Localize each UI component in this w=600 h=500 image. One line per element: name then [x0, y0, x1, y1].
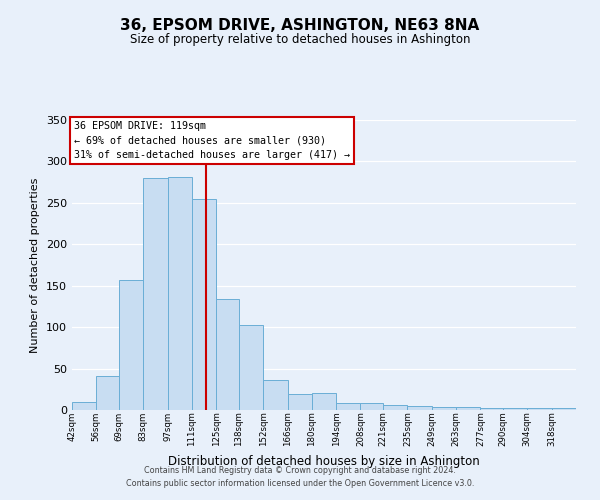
Text: Size of property relative to detached houses in Ashington: Size of property relative to detached ho…: [130, 32, 470, 46]
Bar: [456, 406, 481, 410]
Bar: [527, 408, 551, 410]
Bar: [336, 404, 361, 410]
Bar: [97, 376, 119, 410]
Bar: [216, 299, 239, 410]
Text: 36 EPSOM DRIVE: 119sqm
← 69% of detached houses are smaller (930)
31% of semi-de: 36 EPSOM DRIVE: 119sqm ← 69% of detached…: [74, 121, 350, 160]
Bar: [143, 178, 167, 410]
Bar: [167, 177, 192, 410]
Bar: [551, 408, 576, 410]
Bar: [263, 380, 287, 410]
Bar: [192, 198, 216, 410]
Text: 36, EPSOM DRIVE, ASHINGTON, NE63 8NA: 36, EPSOM DRIVE, ASHINGTON, NE63 8NA: [121, 18, 479, 32]
Bar: [361, 404, 383, 410]
Bar: [312, 392, 336, 410]
Bar: [119, 280, 143, 410]
Bar: [239, 324, 263, 410]
Bar: [407, 406, 432, 410]
Text: Contains HM Land Registry data © Crown copyright and database right 2024.
Contai: Contains HM Land Registry data © Crown c…: [126, 466, 474, 487]
Bar: [503, 408, 527, 410]
Bar: [481, 408, 503, 410]
Y-axis label: Number of detached properties: Number of detached properties: [31, 178, 40, 352]
Bar: [287, 394, 312, 410]
Bar: [72, 402, 97, 410]
X-axis label: Distribution of detached houses by size in Ashington: Distribution of detached houses by size …: [168, 454, 480, 468]
Bar: [383, 405, 407, 410]
Bar: [432, 406, 456, 410]
